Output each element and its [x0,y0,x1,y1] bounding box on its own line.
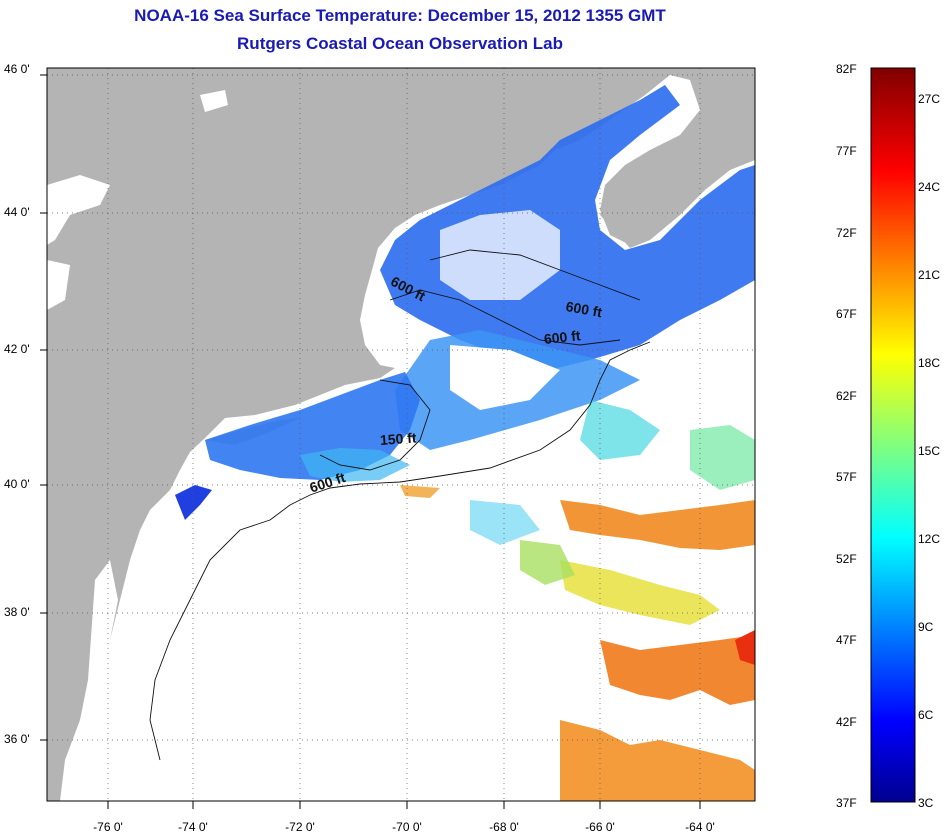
map-title: NOAA-16 Sea Surface Temperature: Decembe… [134,6,666,25]
colorbar-c-label: 6C [918,708,934,722]
lon-label: -70 0' [392,820,422,834]
sst-gulf-stream-south [560,720,755,801]
sst-warm-orange [560,500,755,550]
colorbar-f-label: 72F [836,226,857,240]
colorbar-c-label: 24C [918,180,941,194]
lon-label: -76 0' [93,820,123,834]
lon-label: -72 0' [285,820,315,834]
chesapeake-bay [80,560,118,740]
sst-shelf-warm [300,448,410,482]
colorbar-f-label: 52F [836,552,857,566]
contour-shelf [149,519,271,761]
sst-gulf-stream [600,635,755,705]
sst-cyan-patch [470,500,540,545]
map-subtitle: Rutgers Coastal Ocean Observation Lab [237,34,563,53]
grid-lines [47,68,755,801]
lon-label: -74 0' [178,820,208,834]
lat-label: 38 0' [4,605,30,619]
contour-150ft [319,379,431,471]
cloud-patch [200,90,228,112]
lat-label: 46 0' [4,62,30,76]
colorbar-f-label: 77F [836,144,857,158]
sst-offshore-green [690,425,755,490]
colorbar-f-label: 62F [836,389,857,403]
sst-nj-coast [175,485,212,520]
land-nova-scotia [600,115,755,248]
sst-green-patch [520,540,575,585]
colorbar-c-label: 27C [918,92,941,106]
colorbar-c-label: 15C [918,444,941,458]
colorbar-c-label: 3C [918,796,934,810]
contour-gom-north [429,249,641,301]
lat-label: 36 0' [4,732,30,746]
lon-label: -66 0' [585,820,615,834]
land-mainland [47,68,755,801]
colorbar-c-label: 9C [918,620,934,634]
contour-600ft [269,341,651,521]
lon-label: -64 0' [685,820,715,834]
cloud-patch [47,175,110,245]
colorbar-frame [870,67,916,803]
contour-gom [389,289,621,346]
colorbar-f-label: 67F [836,307,857,321]
colorbar-f-label: 82F [836,62,857,76]
sst-cloud-gap [450,345,560,410]
cloud-patch [47,260,70,310]
map-frame [46,67,756,802]
lat-label: 42 0' [4,342,30,356]
delaware-bay [150,505,175,560]
colorbar-c-label: 21C [918,268,941,282]
sst-orange-edge [400,485,440,498]
colorbar-f-label: 47F [836,633,857,647]
colorbar [871,68,915,802]
sst-hot-spot [735,630,755,665]
sst-offshore-cyan [580,400,660,460]
colorbar-c-label: 18C [918,356,941,370]
sst-warm-yellow [560,560,720,625]
lon-label: -68 0' [489,820,519,834]
contour-label: 150 ft [379,429,418,448]
sst-gulf-interior [440,210,560,300]
colorbar-f-label: 42F [836,715,857,729]
axis-ticks [40,74,701,809]
colorbar-c-label: 12C [918,532,941,546]
colorbar-f-label: 57F [836,470,857,484]
lat-label: 44 0' [4,205,30,219]
colorbar-f-label: 37F [836,796,857,810]
lat-label: 40 0' [4,477,30,491]
